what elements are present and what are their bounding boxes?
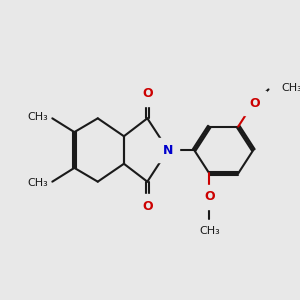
Text: CH₃: CH₃	[27, 178, 48, 188]
Text: O: O	[204, 190, 214, 203]
Text: O: O	[142, 87, 153, 100]
Text: O: O	[142, 200, 153, 213]
Text: CH₃: CH₃	[27, 112, 48, 122]
Text: CH₃: CH₃	[281, 83, 300, 93]
Text: N: N	[163, 143, 173, 157]
Text: CH₃: CH₃	[199, 226, 220, 236]
Text: O: O	[249, 97, 260, 110]
